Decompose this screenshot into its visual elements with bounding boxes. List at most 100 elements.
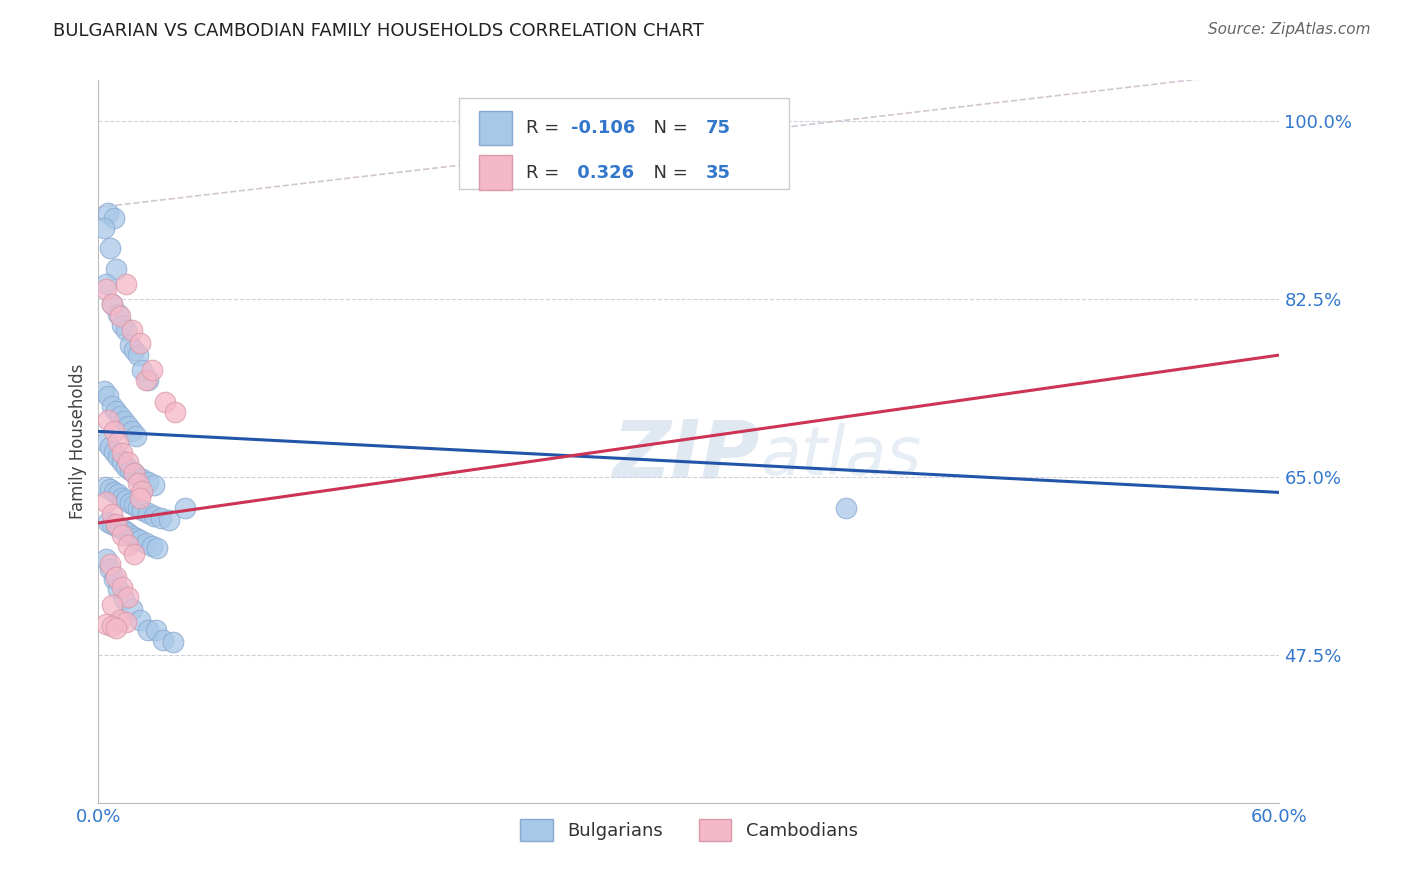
Text: 0.326: 0.326: [571, 164, 634, 182]
Point: [127, 348, 149, 362]
Point: [98, 557, 121, 571]
Point: [121, 602, 143, 616]
Point: [131, 502, 153, 516]
Point: [152, 632, 174, 647]
Point: [115, 277, 138, 291]
Point: [96, 434, 118, 449]
Point: [118, 338, 141, 352]
Point: [125, 531, 148, 545]
Point: [97, 515, 120, 529]
Point: [103, 211, 125, 225]
Point: [157, 513, 180, 527]
Point: [117, 419, 139, 434]
Point: [98, 440, 121, 454]
Point: [107, 450, 129, 464]
Point: [108, 310, 131, 324]
Text: R =: R =: [526, 164, 565, 182]
Point: [98, 562, 121, 576]
Point: [122, 498, 145, 512]
Point: [162, 635, 184, 649]
Point: [96, 480, 118, 494]
Point: [108, 409, 131, 423]
Text: N =: N =: [641, 164, 693, 182]
Point: [150, 511, 173, 525]
Point: [93, 384, 115, 398]
Point: [142, 478, 165, 492]
Point: [107, 434, 129, 449]
Point: [101, 516, 124, 531]
Point: [105, 621, 128, 635]
Point: [122, 343, 145, 357]
Point: [115, 492, 138, 507]
Point: [121, 425, 143, 439]
Point: [117, 538, 139, 552]
Point: [108, 521, 131, 535]
Point: [136, 374, 159, 388]
Point: [98, 241, 121, 255]
Text: BULGARIAN VS CAMBODIAN FAMILY HOUSEHOLDS CORRELATION CHART: BULGARIAN VS CAMBODIAN FAMILY HOUSEHOLDS…: [53, 22, 704, 40]
Point: [128, 533, 150, 548]
Point: [107, 582, 129, 596]
Text: 35: 35: [706, 164, 731, 182]
Point: [122, 466, 145, 480]
Point: [101, 297, 124, 311]
Point: [97, 413, 120, 427]
Point: [96, 282, 118, 296]
Point: [115, 615, 138, 629]
Point: [111, 446, 134, 460]
Point: [135, 536, 157, 550]
Point: [105, 404, 128, 418]
Point: [115, 460, 138, 475]
Point: [101, 297, 124, 311]
Point: [108, 613, 131, 627]
Point: [111, 318, 134, 332]
Point: [131, 484, 153, 499]
Point: [111, 491, 134, 505]
Point: [136, 506, 159, 520]
Bar: [478, 111, 512, 145]
Point: [135, 374, 157, 388]
Point: [146, 541, 169, 556]
Point: [165, 405, 187, 419]
Point: [105, 519, 128, 533]
Point: [118, 495, 141, 509]
Point: [141, 540, 163, 554]
Point: [128, 491, 150, 505]
Text: ZIP: ZIP: [613, 417, 759, 495]
Point: [127, 476, 149, 491]
Point: [101, 599, 124, 613]
Point: [142, 508, 165, 523]
Point: [103, 444, 125, 458]
Point: [101, 507, 124, 521]
Point: [131, 472, 153, 486]
Point: [118, 463, 141, 477]
Point: [105, 516, 128, 531]
Point: [97, 389, 120, 403]
Point: [128, 613, 150, 627]
Point: [131, 363, 153, 377]
Point: [117, 455, 139, 469]
Point: [121, 323, 143, 337]
Point: [97, 205, 120, 219]
Point: [103, 485, 125, 500]
Point: [98, 483, 121, 497]
Point: [101, 399, 124, 413]
Point: [121, 529, 143, 543]
Point: [107, 487, 129, 501]
Text: -0.106: -0.106: [571, 119, 636, 137]
Point: [96, 616, 118, 631]
Point: [155, 395, 177, 409]
Point: [96, 551, 118, 566]
Point: [117, 526, 139, 541]
Point: [127, 500, 149, 515]
Bar: [478, 155, 512, 190]
Point: [111, 528, 134, 542]
Point: [145, 623, 167, 637]
Point: [105, 570, 128, 584]
Point: [111, 455, 134, 469]
Point: [101, 618, 124, 632]
Point: [103, 425, 125, 439]
Point: [115, 323, 138, 337]
Point: [103, 572, 125, 586]
FancyBboxPatch shape: [458, 98, 789, 189]
